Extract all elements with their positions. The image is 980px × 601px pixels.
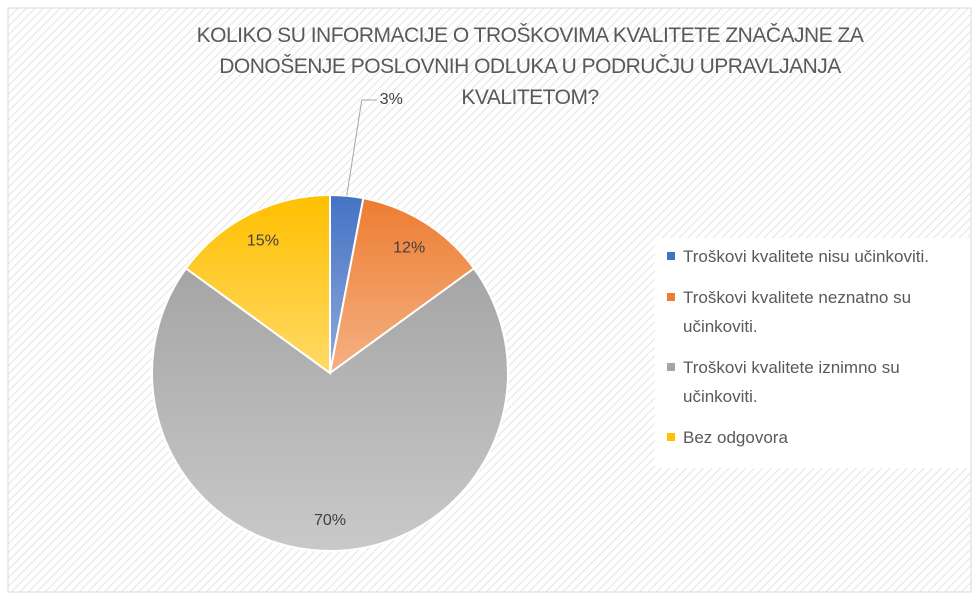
data-label: 15% — [247, 233, 279, 250]
legend-item: Troškovi kvalitete iznimno su učinkoviti… — [655, 353, 963, 411]
legend-swatch — [667, 252, 675, 260]
legend-item: Bez odgovora — [655, 423, 963, 452]
data-label: 12% — [393, 239, 425, 256]
data-label: 70% — [314, 512, 346, 529]
legend-label: Troškovi kvalitete iznimno su učinkoviti… — [683, 358, 900, 406]
legend-swatch — [667, 363, 675, 371]
pie-slice — [151, 266, 509, 552]
legend-label: Bez odgovora — [683, 428, 788, 447]
legend-item: Troškovi kvalitete neznatno su učinkovit… — [655, 283, 963, 341]
chart-title: KOLIKO SU INFORMACIJE O TROŠKOVIMA KVALI… — [196, 24, 864, 109]
pie-slice — [328, 196, 476, 376]
legend-swatch — [667, 433, 675, 441]
pie-slice — [184, 193, 331, 375]
legend-label: Troškovi kvalitete neznatno su učinkovit… — [683, 288, 912, 336]
legend-item: Troškovi kvalitete nisu učinkoviti. — [655, 242, 963, 271]
legend: Troškovi kvalitete nisu učinkoviti. Trošk… — [655, 238, 970, 468]
data-label: 3% — [380, 91, 403, 108]
legend-swatch — [667, 293, 675, 301]
legend-label: Troškovi kvalitete nisu učinkoviti. — [683, 247, 929, 266]
leader-line — [346, 99, 377, 196]
